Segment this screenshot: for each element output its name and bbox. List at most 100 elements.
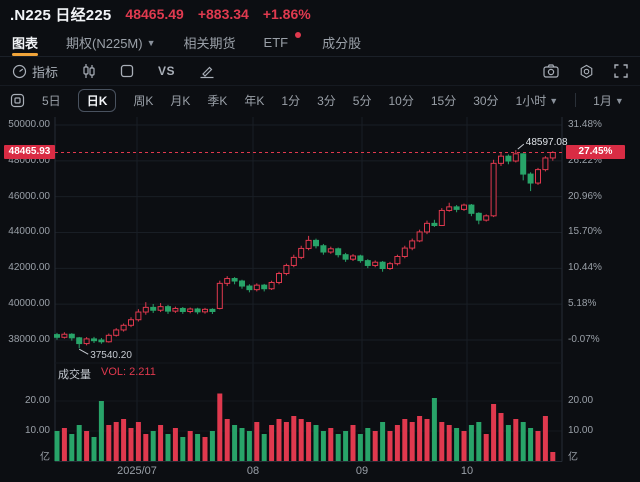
price-axis-label: 46000.00 [8,190,50,202]
tab-related-futures-label: 相关期货 [183,35,236,51]
timeframe-label: 3分 [317,93,336,108]
tab-etf[interactable]: ETF [264,28,302,56]
timeframe-1小时[interactable]: 1小时 ▼ [516,92,559,109]
timeframe-1分[interactable]: 1分 [281,92,300,109]
volume-pane-header: 成交量 VOL: 2.211 [58,366,156,382]
indicator-label: 指标 [32,64,59,80]
timeframe-label: 1分 [281,93,301,108]
timeframe-label: 季K [207,93,228,108]
low-annotation: 37540.20 [90,350,132,362]
timeframe-周K[interactable]: 周K [133,92,153,109]
fullscreen-icon [614,64,628,78]
price-axis-label: 50000.00 [8,119,50,130]
timeframe-label: 周K [133,93,154,108]
volume-axis-label: 20.00 [568,395,594,406]
candle-style-button[interactable] [82,63,96,79]
timeframe-年K[interactable]: 年K [244,92,264,109]
timeframe-label: 1小时 [515,93,547,108]
interval-settings-icon[interactable] [10,93,25,108]
volume-unit-label: 亿 [568,452,578,463]
tab-options-label: 期权(N225M) [66,35,143,51]
chevron-down-icon: ▼ [614,96,624,106]
volume-value: VOL: 2.211 [101,366,156,378]
volume-axis-label: 20.00 [24,395,50,406]
timeframe-季K[interactable]: 季K [207,92,227,109]
quote-values: 48465.49 +883.34 +1.86% [125,6,310,22]
price-change-percent: +1.86% [262,6,311,22]
volume-title: 成交量 [58,369,91,381]
quote-header: .N225 日经225 48465.49 +883.34 +1.86% [0,0,640,28]
price-change: +883.34 [197,6,249,22]
timeframe-日K[interactable]: 日K [77,88,117,112]
tab-chart-label: 图表 [12,35,39,51]
timeframe-label: 10分 [388,93,414,108]
date-axis-label: 10 [460,465,474,477]
percent-axis-label: 15.70% [568,226,602,238]
timeframe-10分[interactable]: 10分 [388,92,413,109]
chart-toolbar: 指标 VS [0,57,640,86]
chevron-down-icon: ▼ [549,96,559,106]
price-axis-label: 40000.00 [8,298,50,310]
last-price: 48465.49 [125,6,184,22]
percent-axis-label: -0.07% [568,333,600,345]
percent-axis-label: 31.48% [568,119,602,130]
percent-axis-label: 5.18% [568,298,597,310]
drawing-tools-button[interactable] [199,64,215,79]
percent-axis-label: 10.44% [568,262,602,274]
gear-icon [580,64,593,78]
gauge-icon [12,64,27,78]
screenshot-button[interactable] [543,64,559,78]
chevron-down-icon: ▼ [146,38,156,48]
timeframe-5日[interactable]: 5日 [42,92,61,109]
candlestick-style-icon [83,64,95,78]
timeframe-5分[interactable]: 5分 [353,92,372,109]
tab-related-futures[interactable]: 相关期货 [184,28,236,56]
timeframe-3分[interactable]: 3分 [317,92,336,109]
timeframe-label: 年K [244,93,265,108]
current-price-badge-left: 48465.93 [4,145,55,160]
price-axis-label: 44000.00 [8,226,50,238]
fullscreen-button[interactable] [614,64,628,78]
indicator-button[interactable]: 指标 [12,62,58,81]
tab-chart[interactable]: 图表 [12,28,39,56]
tab-bar: 图表 期权(N225M) ▼ 相关期货 ETF 成分股 [0,28,640,57]
timeframe-label: 30分 [473,93,499,108]
symbol-name: .N225 日经225 [10,6,112,24]
percent-axis-label: 26.22% [568,154,602,166]
timeframe-label: 15分 [430,93,457,108]
timeframe-divider [575,93,577,107]
tab-options[interactable]: 期权(N225M) ▼ [66,28,156,56]
price-axis-label: 38000.00 [8,333,50,345]
timeframe-label: 1月 [593,93,612,108]
timeframe-30分[interactable]: 30分 [473,92,498,109]
timeframe-label: 日K [86,93,108,108]
timeframe-label: 5分 [352,93,372,108]
price-axis-label: 48000.00 [8,154,50,166]
notification-dot [295,32,302,38]
tab-constituents-label: 成分股 [322,35,362,51]
date-axis-label: 2025/07 [117,465,157,477]
high-annotation: 48597.08 [525,137,568,149]
tab-constituents[interactable]: 成分股 [322,28,361,56]
date-axis-label: 08 [246,465,260,477]
settings-button[interactable] [579,64,594,79]
timeframe-月K[interactable]: 月K [170,92,190,109]
current-price-badge-right: 27.45% [566,145,625,160]
price-axis-label: 42000.00 [8,262,50,274]
timeframe-1月[interactable]: 1月 ▼ [593,92,624,109]
square-icon [120,64,134,78]
draw-icon [200,66,214,78]
chart-type-button[interactable] [120,64,134,78]
volume-unit-label: 亿 [40,452,50,463]
volume-axis-label: 10.00 [568,425,594,436]
timeframe-15分[interactable]: 15分 [431,92,456,109]
camera-icon [543,64,559,78]
compare-button[interactable]: VS [158,64,175,78]
percent-axis-label: 20.96% [568,190,602,202]
timeframe-label: 5日 [42,93,61,108]
vs-label: VS [158,64,176,78]
timeframe-label: 月K [170,93,191,108]
volume-axis-label: 10.00 [24,425,50,436]
